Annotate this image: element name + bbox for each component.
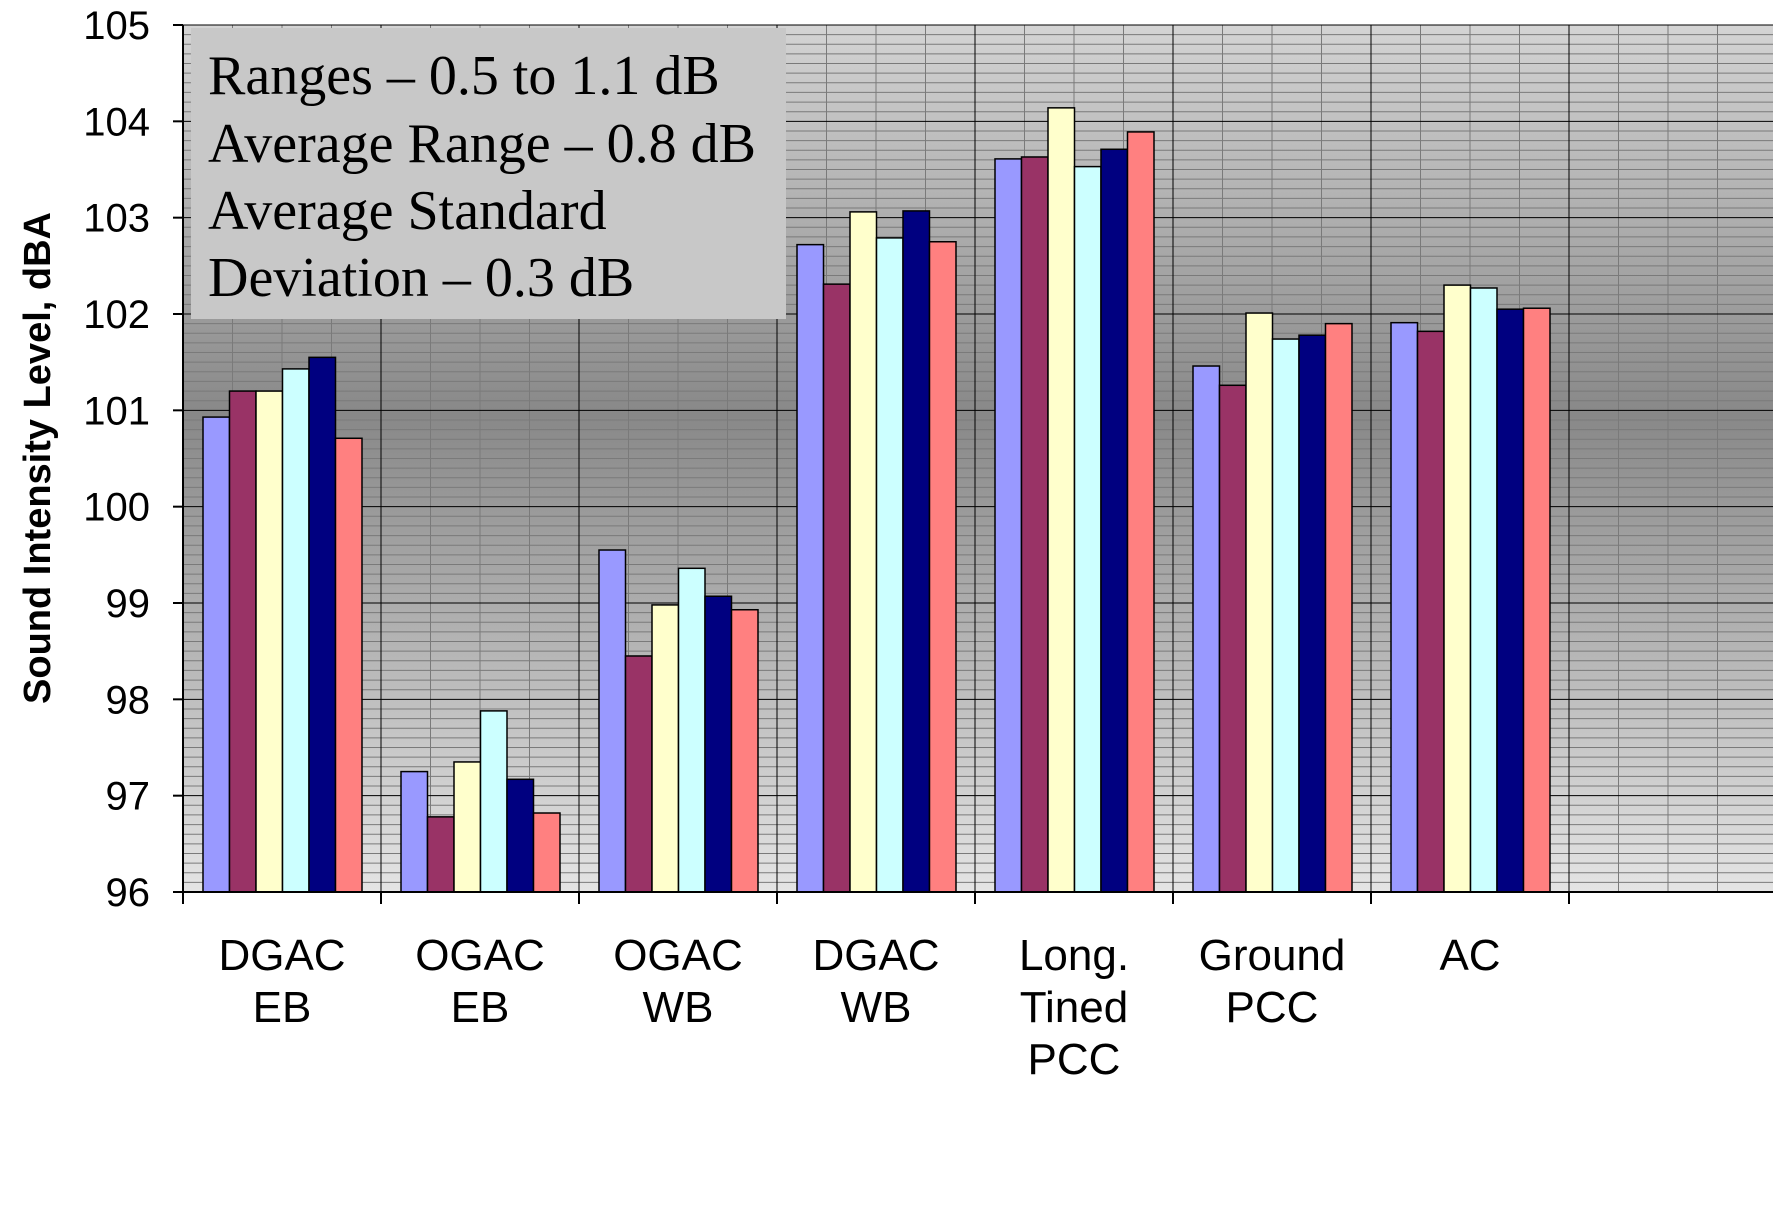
annotation-line: Average Range – 0.8 dB (208, 113, 756, 175)
bar (228, 390, 257, 893)
annotation-line: Ranges – 0.5 to 1.1 dB (208, 45, 720, 107)
category-label: WB (841, 983, 912, 1032)
y-tick-label: 98 (106, 678, 151, 722)
category-label: Tined (1020, 983, 1128, 1032)
category-label: PCC (1028, 1035, 1121, 1084)
y-tick-label: 99 (106, 582, 151, 626)
category-label: DGAC (812, 931, 939, 980)
category-label: EB (253, 983, 312, 1032)
category-label: OGAC (415, 931, 545, 980)
bar (255, 390, 284, 893)
bar (1443, 284, 1472, 893)
bar (1522, 307, 1551, 893)
bar (1073, 165, 1102, 893)
bar (1020, 156, 1049, 893)
bar (1324, 322, 1353, 893)
bar (202, 416, 231, 893)
bar (822, 283, 851, 893)
bar (598, 549, 627, 893)
bar (400, 770, 429, 893)
axes-layer (173, 24, 1773, 904)
bar (849, 211, 878, 893)
bar (1271, 338, 1300, 893)
bar (281, 368, 310, 893)
bar (928, 241, 957, 893)
bar (1298, 334, 1327, 893)
category-label: EB (451, 983, 510, 1032)
y-tick-label: 96 (106, 871, 151, 915)
bar (1218, 384, 1247, 893)
category-label: WB (643, 983, 714, 1032)
bar (624, 655, 653, 893)
bar (1126, 131, 1155, 893)
y-tick-label: 105 (83, 4, 150, 48)
bar (1469, 287, 1498, 893)
bar (1416, 330, 1445, 893)
bar (308, 356, 337, 893)
bar (426, 816, 455, 893)
bar (506, 778, 535, 893)
category-label: OGAC (613, 931, 743, 980)
bar (453, 761, 482, 893)
y-tick-label: 103 (83, 197, 150, 241)
bar (1192, 365, 1221, 893)
annotation-line: Average Standard (208, 180, 607, 242)
annotation-background (191, 28, 786, 319)
bar (1047, 107, 1076, 893)
category-label: PCC (1226, 983, 1319, 1032)
annotation-line: Deviation – 0.3 dB (208, 247, 634, 309)
category-label: AC (1439, 931, 1500, 980)
bar (704, 595, 733, 893)
y-tick-labels: 96 97 98 99 100 101 102 103 104 105 (83, 4, 150, 915)
bar (796, 243, 825, 893)
y-tick-label: 100 (83, 486, 150, 530)
bar (902, 210, 931, 893)
bar (479, 710, 508, 893)
y-tick-label: 97 (106, 775, 151, 819)
bar (1100, 148, 1129, 893)
category-labels: DGACEBOGACEBOGACWBDGACWBLong.TinedPCCGro… (218, 931, 1500, 1084)
bar (1245, 312, 1274, 893)
bar (677, 567, 706, 893)
category-label: Ground (1199, 931, 1346, 980)
category-label: DGAC (218, 931, 345, 980)
annotation-box: Ranges – 0.5 to 1.1 dB Average Range – 0… (191, 28, 786, 319)
bar (730, 608, 759, 893)
bar (334, 437, 363, 893)
bar (1390, 321, 1419, 893)
bar (532, 812, 561, 893)
y-axis-title: Sound Intensity Level, dBA (17, 212, 59, 704)
bar (1496, 308, 1525, 893)
bar (651, 604, 680, 893)
bar (994, 158, 1023, 893)
y-tick-label: 101 (83, 389, 150, 433)
y-tick-label: 104 (83, 100, 150, 144)
bar (875, 237, 904, 893)
category-label: Long. (1019, 931, 1129, 980)
y-tick-label: 102 (83, 293, 150, 337)
